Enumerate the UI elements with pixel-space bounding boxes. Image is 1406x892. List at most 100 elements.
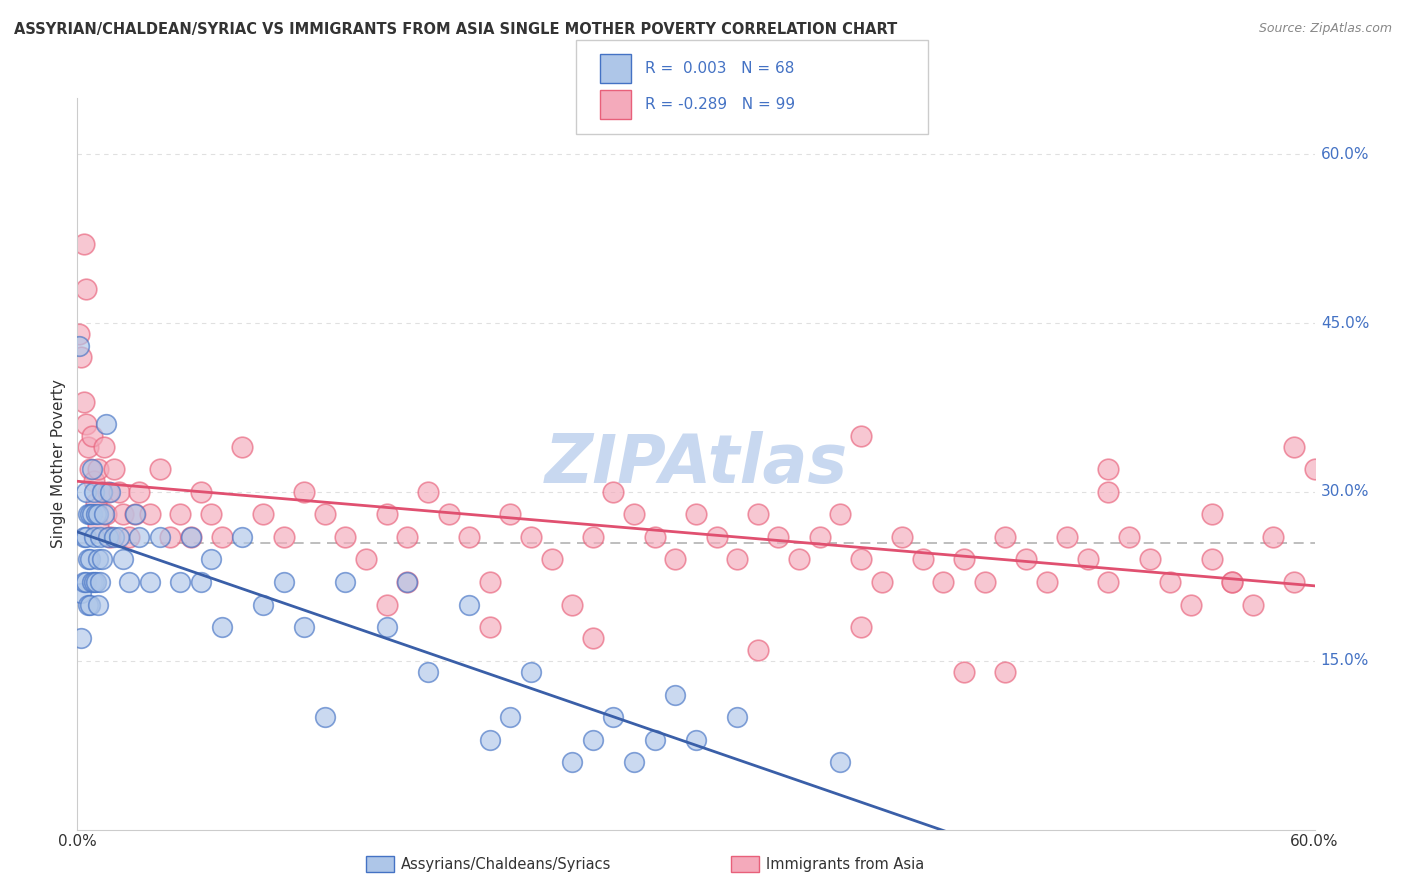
Point (478, 620, 501, 634)
Point (747, 508, 769, 522)
Point (354, 552, 377, 566)
Point (252, 598, 274, 612)
Point (994, 665, 1017, 679)
Point (953, 665, 976, 679)
Point (138, 508, 160, 522)
Point (685, 732, 707, 747)
Point (1282, 440, 1305, 454)
Point (96, 417, 118, 432)
Point (83, 474, 105, 488)
Point (79, 508, 101, 522)
Point (231, 530, 253, 544)
Point (1220, 574, 1243, 589)
Point (91, 485, 114, 500)
Point (80, 574, 103, 589)
Text: R = -0.289   N = 99: R = -0.289 N = 99 (645, 97, 796, 112)
Point (335, 574, 357, 589)
Text: ZIPAtlas: ZIPAtlas (544, 431, 848, 497)
Point (84, 496, 107, 510)
Point (396, 574, 419, 589)
Point (200, 552, 222, 566)
Point (685, 508, 707, 522)
Point (891, 530, 914, 544)
Point (84, 508, 107, 522)
Point (1263, 530, 1285, 544)
Point (1303, 462, 1326, 476)
Point (1159, 574, 1181, 589)
Point (79, 462, 101, 476)
Point (478, 732, 501, 747)
Point (478, 574, 501, 589)
Point (1180, 598, 1202, 612)
Point (180, 530, 202, 544)
Point (83, 574, 105, 589)
Point (623, 755, 645, 769)
Point (292, 485, 315, 500)
Point (76, 598, 98, 612)
Point (128, 485, 150, 500)
Point (644, 530, 666, 544)
Point (190, 485, 212, 500)
Text: Immigrants from Asia: Immigrants from Asia (766, 857, 925, 871)
Point (375, 598, 398, 612)
Point (1015, 552, 1038, 566)
Point (396, 530, 419, 544)
Point (128, 530, 150, 544)
Point (190, 574, 212, 589)
Point (664, 552, 686, 566)
Point (335, 530, 357, 544)
Point (830, 755, 852, 769)
Point (93, 508, 115, 522)
Point (499, 508, 522, 522)
Point (768, 530, 790, 544)
Point (98, 485, 121, 500)
Point (67, 339, 90, 353)
Point (72, 395, 94, 409)
Text: 30.0%: 30.0% (1320, 484, 1369, 500)
Point (808, 530, 831, 544)
Point (273, 574, 295, 589)
Point (111, 552, 134, 566)
Point (87, 518, 110, 533)
Point (84, 574, 107, 589)
Point (180, 530, 202, 544)
Point (97, 485, 120, 500)
Point (375, 620, 398, 634)
Point (87, 508, 110, 522)
Point (124, 508, 146, 522)
Point (520, 665, 543, 679)
Point (75, 485, 97, 500)
Point (89, 574, 111, 589)
Point (80, 462, 103, 476)
Point (149, 462, 172, 476)
Point (96, 508, 118, 522)
Point (706, 530, 728, 544)
Point (314, 508, 336, 522)
Point (416, 485, 439, 500)
Point (602, 710, 624, 724)
Point (561, 755, 583, 769)
Point (1056, 530, 1078, 544)
Point (1282, 574, 1305, 589)
Point (75, 530, 97, 544)
Point (138, 574, 160, 589)
Point (1220, 574, 1243, 589)
Point (870, 574, 893, 589)
Point (98, 530, 121, 544)
Point (540, 552, 562, 566)
Point (118, 574, 141, 589)
Point (747, 642, 769, 657)
Text: Source: ZipAtlas.com: Source: ZipAtlas.com (1258, 22, 1392, 36)
Point (231, 440, 253, 454)
Point (973, 574, 995, 589)
Point (953, 552, 976, 566)
Point (70, 586, 93, 600)
Point (107, 530, 129, 544)
Point (93, 440, 115, 454)
Point (458, 598, 481, 612)
Point (520, 530, 543, 544)
Point (1118, 530, 1140, 544)
Point (787, 552, 810, 566)
Point (72, 530, 94, 544)
Point (76, 552, 98, 566)
